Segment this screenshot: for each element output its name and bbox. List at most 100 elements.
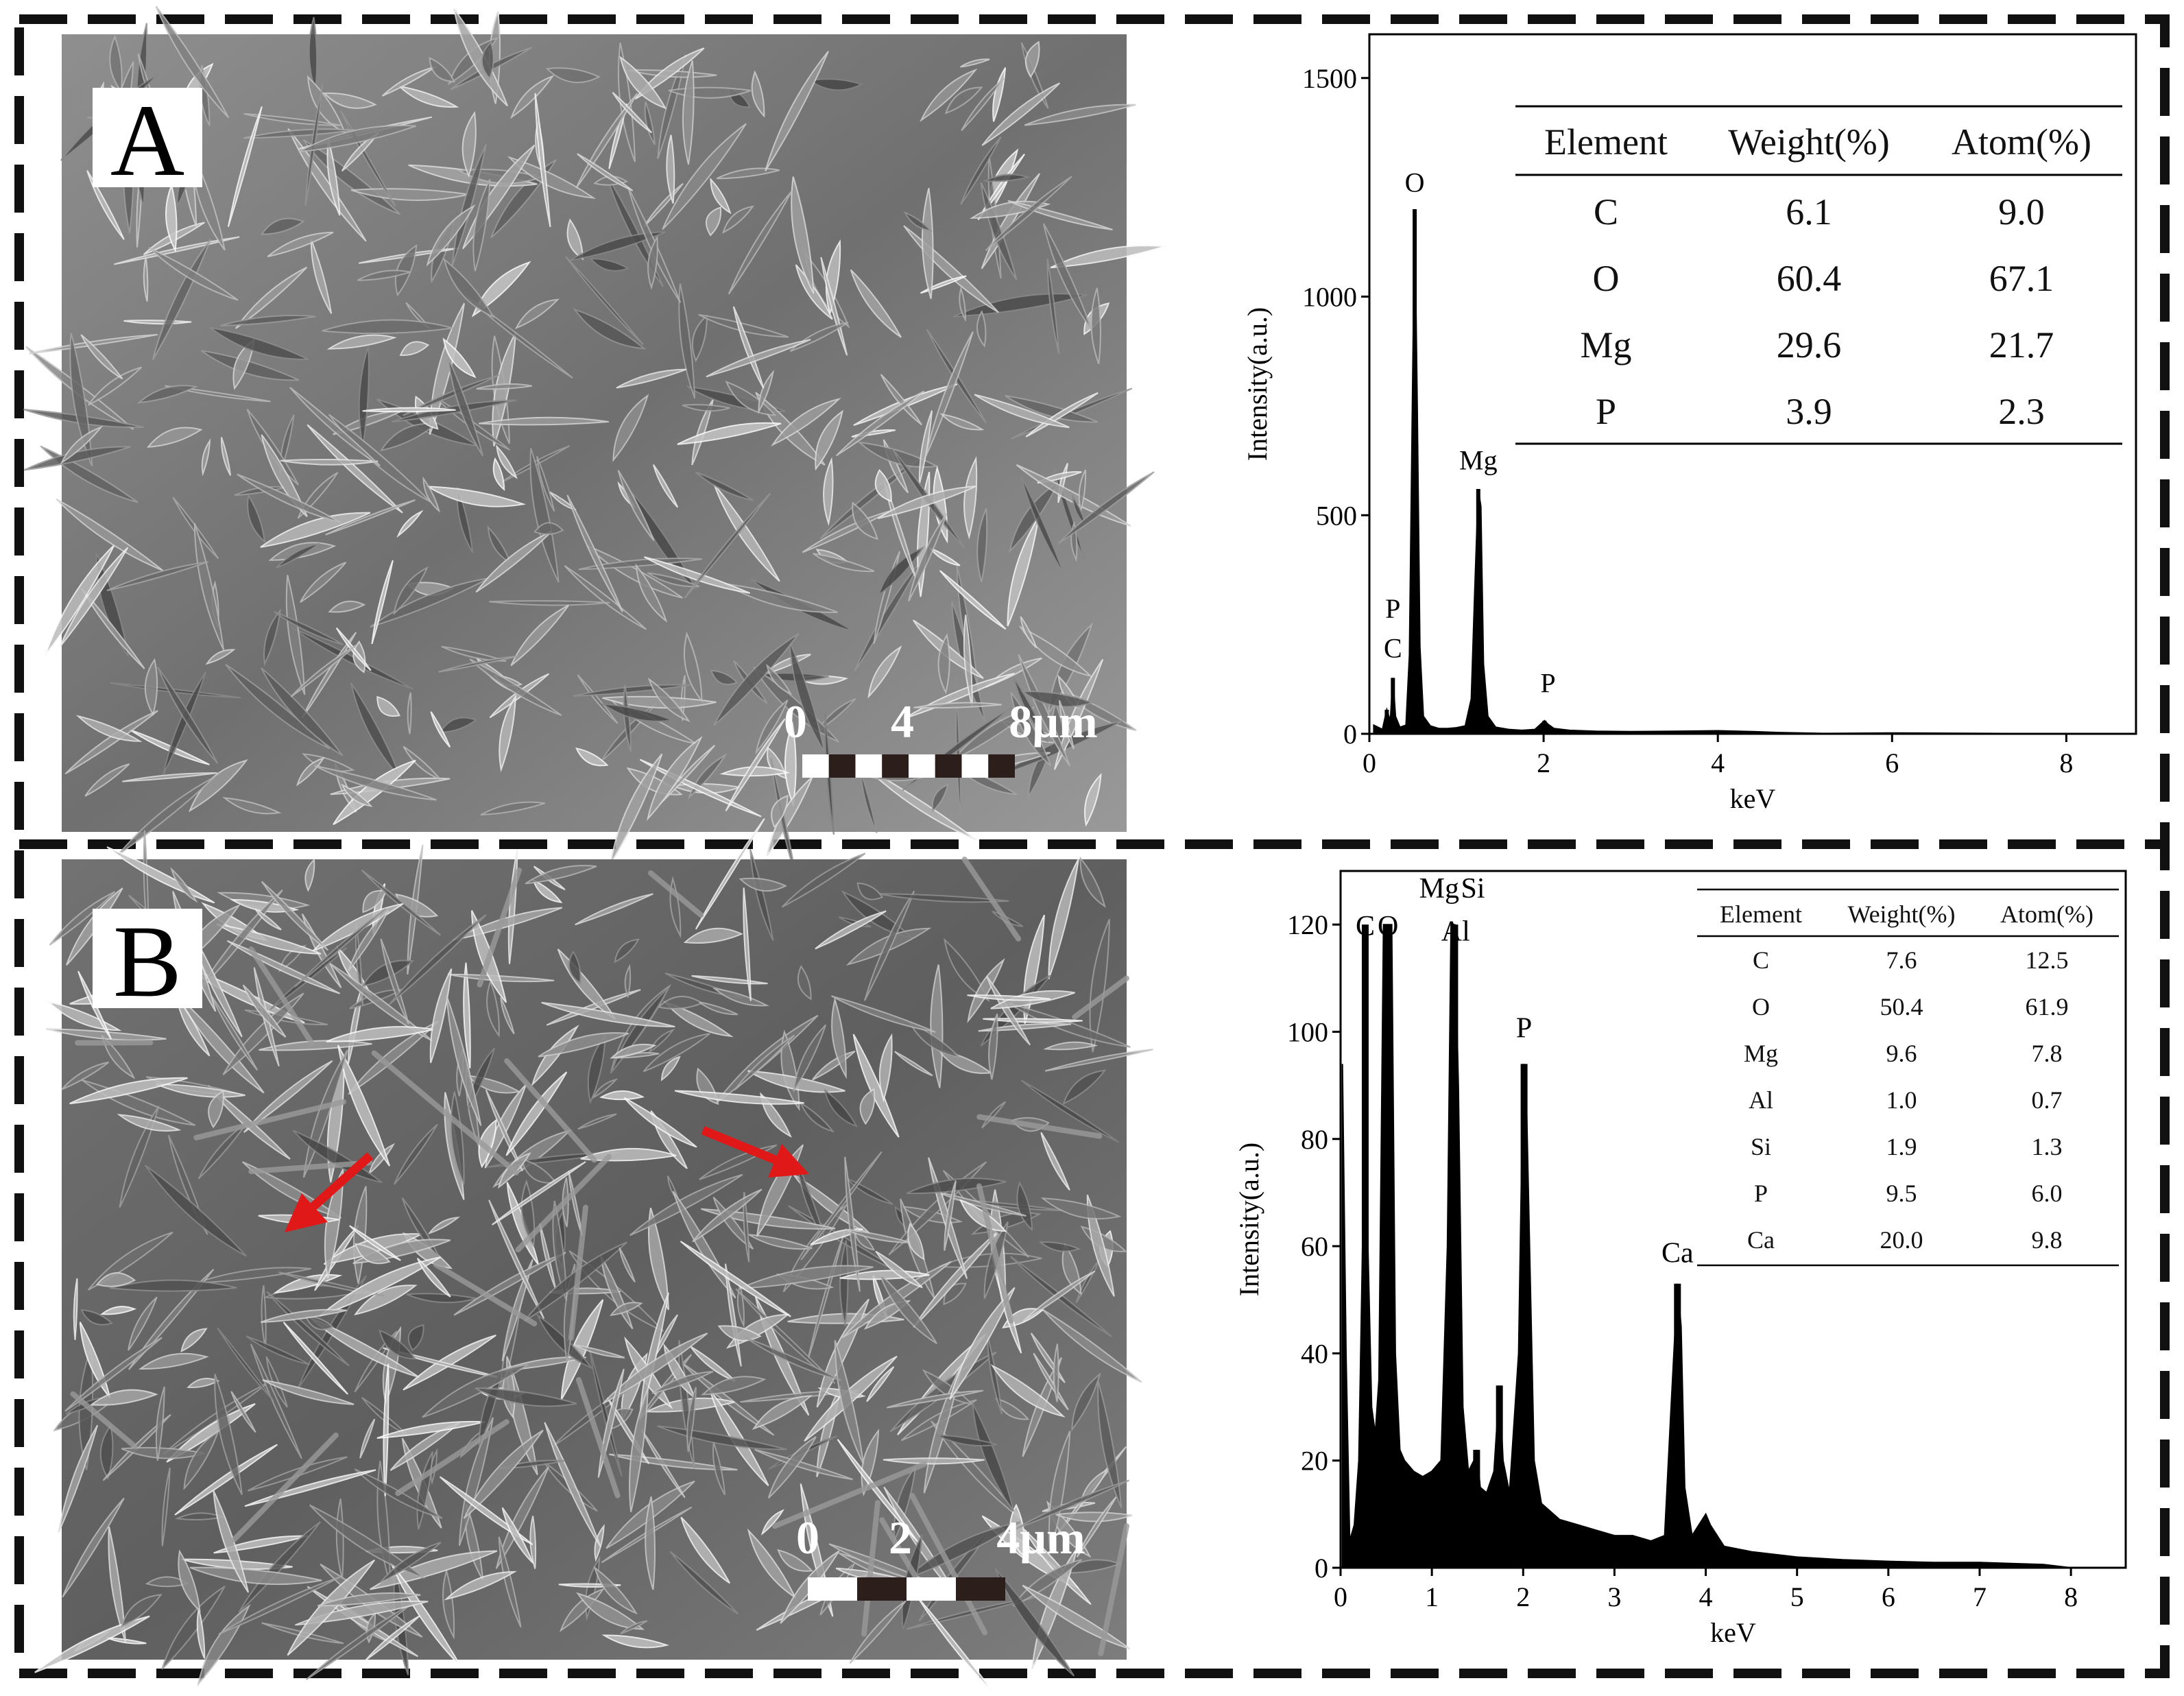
y-tick-label: 80 <box>1301 1124 1328 1155</box>
table-cell: 67.1 <box>1989 258 2054 299</box>
scale-bar-segments-b <box>808 1577 1005 1601</box>
table-cell: O <box>1752 993 1770 1020</box>
peak-p <box>1542 721 1546 734</box>
table-cell: 1.9 <box>1886 1133 1917 1160</box>
peak-o <box>1384 924 1391 1568</box>
table-cell: 61.9 <box>2026 993 2069 1020</box>
table-cell: Mg <box>1744 1040 1778 1067</box>
y-tick-label: 1500 <box>1302 63 1357 94</box>
panel-label-a: A <box>110 84 184 198</box>
scale-tick-label: 0 <box>796 1512 819 1564</box>
y-tick-label: 20 <box>1301 1446 1328 1477</box>
element-table-b: Element Weight(%) Atom(%) C 7.6 12.5 O 5… <box>1697 889 2119 1265</box>
table-header: Element <box>1720 900 1802 928</box>
table-cell: O <box>1593 258 1620 299</box>
scale-tick-label: 0 <box>784 695 807 748</box>
peak-label: Al <box>1441 916 1470 948</box>
peak-label: C <box>1356 911 1375 942</box>
x-tick-label: 5 <box>1790 1581 1804 1612</box>
table-cell: 12.5 <box>2026 946 2069 974</box>
peak-label: Si <box>1461 873 1485 905</box>
x-axis-label: keV <box>1710 1617 1756 1648</box>
y-tick-label: 0 <box>1343 719 1357 750</box>
peak-label: P <box>1385 593 1400 624</box>
table-header: Weight(%) <box>1847 900 1955 928</box>
table-header: Atom(%) <box>2000 900 2093 928</box>
y-axis-label: Intensity(a.u.) <box>1242 307 1273 461</box>
y-tick-label: 120 <box>1287 909 1328 940</box>
table-cell: 1.3 <box>2032 1133 2063 1160</box>
table-cell: 7.6 <box>1886 946 1917 974</box>
peak-si <box>1496 1385 1503 1568</box>
peak-c <box>1362 924 1369 1568</box>
table-cell: Ca <box>1747 1226 1775 1254</box>
table-header: Weight(%) <box>1728 121 1890 163</box>
peak-label: O <box>1405 167 1425 198</box>
x-tick-label: 4 <box>1699 1581 1713 1612</box>
table-cell: 29.6 <box>1777 324 1842 366</box>
table-cell: Mg <box>1580 324 1631 366</box>
y-axis-label: Intensity(a.u.) <box>1234 1143 1264 1296</box>
table-cell: Al <box>1749 1086 1773 1114</box>
x-tick-label: 8 <box>2064 1581 2078 1612</box>
peak-label: C <box>1384 632 1402 663</box>
table-cell: 3.9 <box>1786 391 1832 432</box>
table-cell: 2.3 <box>1998 391 2045 432</box>
x-tick-label: 2 <box>1537 748 1550 778</box>
x-tick-label: 4 <box>1711 748 1725 778</box>
x-tick-label: 8 <box>2059 748 2073 778</box>
table-cell: C <box>1753 946 1769 974</box>
y-tick-label: 60 <box>1301 1231 1328 1262</box>
peak-o <box>1413 209 1417 734</box>
scale-tick-label: 4μm <box>996 1512 1085 1564</box>
y-tick-label: 0 <box>1315 1553 1328 1584</box>
table-cell: 7.8 <box>2032 1040 2063 1067</box>
table-cell: 1.0 <box>1886 1086 1917 1114</box>
peak-label: Mg <box>1419 873 1459 905</box>
peak-label: P <box>1540 667 1555 698</box>
x-tick-label: 0 <box>1334 1581 1347 1612</box>
table-cell: C <box>1594 191 1618 232</box>
peak-p <box>1521 1064 1528 1568</box>
x-tick-label: 2 <box>1516 1581 1530 1612</box>
table-header: Atom(%) <box>1952 121 2091 163</box>
table-cell: 21.7 <box>1989 324 2054 366</box>
y-tick-label: 40 <box>1301 1338 1328 1369</box>
element-table-a: Element Weight(%) Atom(%) C 6.1 9.0 O 60… <box>1515 106 2122 444</box>
x-tick-label: 0 <box>1363 748 1376 778</box>
y-tick-label: 1000 <box>1302 282 1357 313</box>
table-cell: 0.7 <box>2032 1086 2063 1114</box>
peak-mg <box>1476 489 1480 734</box>
table-cell: 60.4 <box>1777 258 1842 299</box>
scale-tick-label: 2 <box>889 1512 912 1564</box>
x-tick-label: 3 <box>1607 1581 1621 1612</box>
table-cell: 20.0 <box>1880 1226 1923 1254</box>
x-tick-label: 7 <box>1973 1581 1987 1612</box>
peak-al <box>1473 1450 1480 1568</box>
table-cell: 9.8 <box>2032 1226 2063 1254</box>
y-tick-label: 500 <box>1316 500 1357 531</box>
peak-label: P <box>1516 1012 1532 1044</box>
x-tick-label: 6 <box>1885 748 1899 778</box>
x-tick-label: 6 <box>1882 1581 1895 1612</box>
table-cell: Si <box>1751 1133 1771 1160</box>
peak-label: Mg <box>1459 444 1498 475</box>
peak-p <box>1384 710 1389 734</box>
table-cell: P <box>1596 391 1616 432</box>
scale-tick-label: 4 <box>891 695 914 748</box>
table-cell: 9.5 <box>1886 1180 1917 1207</box>
y-tick-label: 100 <box>1287 1016 1328 1047</box>
x-axis-label: keV <box>1730 783 1776 814</box>
peak-mg <box>1451 924 1458 1568</box>
table-cell: 50.4 <box>1880 993 1923 1020</box>
peak-ca <box>1674 1284 1681 1568</box>
peak-label: Ca <box>1661 1238 1694 1269</box>
peak-c <box>1391 678 1395 734</box>
table-cell: P <box>1754 1180 1768 1207</box>
scale-bar-segments-a <box>802 754 1015 778</box>
table-cell: 9.0 <box>1998 191 2045 232</box>
